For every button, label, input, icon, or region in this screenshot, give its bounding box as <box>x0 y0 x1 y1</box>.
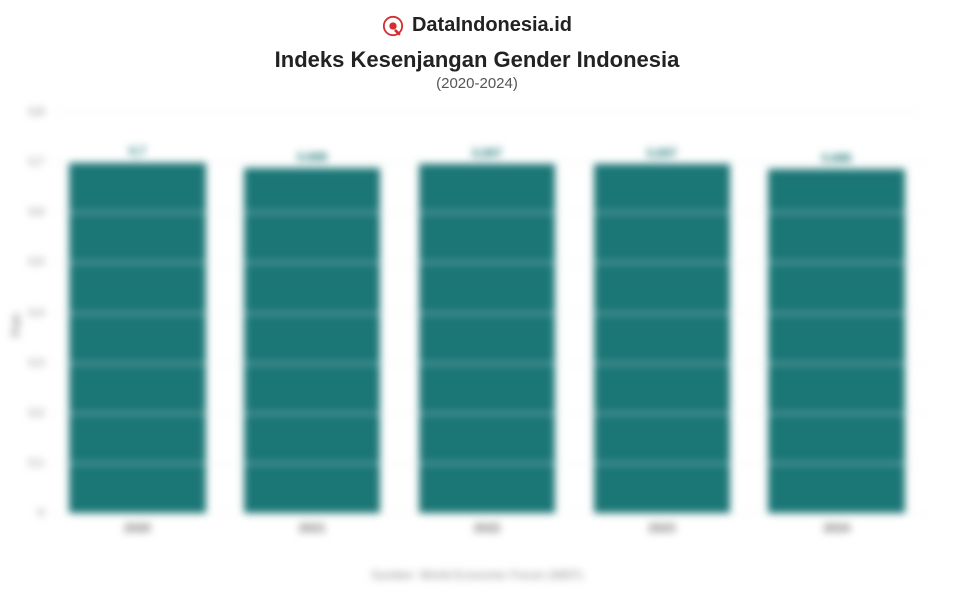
y-tick-label: 0,1 <box>16 457 44 469</box>
gridline <box>50 313 924 314</box>
chart-source: Sumber: World Economic Forum (WEF) <box>0 568 954 582</box>
bar-slot: 0,72020 <box>50 112 225 513</box>
gridline <box>50 463 924 464</box>
bar-rect <box>244 168 380 513</box>
y-tick-label: 0,8 <box>16 106 44 118</box>
bar-slot: 0,6882021 <box>225 112 400 513</box>
gridline <box>50 262 924 263</box>
chart-bars: 0,720200,68820210,69720220,69720230,6862… <box>50 112 924 513</box>
y-tick-label: 0,3 <box>16 357 44 369</box>
bar-value-label: 0,697 <box>472 146 502 160</box>
bar-value-label: 0,686 <box>822 151 852 165</box>
gridline <box>50 363 924 364</box>
gridline <box>50 413 924 414</box>
gridline <box>50 513 924 514</box>
gridline <box>50 212 924 213</box>
bar-slot: 0,6972022 <box>400 112 575 513</box>
bar-value-label: 0,7 <box>129 144 146 158</box>
bar-rect <box>419 164 555 513</box>
y-tick-label: 0,7 <box>16 156 44 168</box>
gridline <box>50 112 924 113</box>
y-axis-label: Poin <box>9 313 23 337</box>
bar-rect <box>69 162 205 513</box>
y-tick-label: 0,4 <box>16 307 44 319</box>
x-category-label: 2020 <box>124 521 151 535</box>
brand-logo-icon <box>382 15 404 37</box>
x-category-label: 2024 <box>823 521 850 535</box>
x-category-label: 2022 <box>474 521 501 535</box>
gridline <box>50 162 924 163</box>
bar-rect <box>594 164 730 513</box>
chart-subtitle: (2020-2024) <box>0 75 954 92</box>
x-category-label: 2021 <box>299 521 326 535</box>
bar-value-label: 0,688 <box>297 150 327 164</box>
bar-rect <box>768 169 904 513</box>
brand-name: DataIndonesia.id <box>412 14 572 37</box>
chart-title: Indeks Kesenjangan Gender Indonesia <box>0 47 954 73</box>
bar-slot: 0,6862024 <box>749 112 924 513</box>
chart-plot: 0,720200,68820210,69720220,69720230,6862… <box>50 112 924 514</box>
x-category-label: 2023 <box>648 521 675 535</box>
brand-row: DataIndonesia.id <box>0 14 954 37</box>
y-tick-label: 0,2 <box>16 407 44 419</box>
bar-value-label: 0,697 <box>647 146 677 160</box>
chart-header: DataIndonesia.id Indeks Kesenjangan Gend… <box>0 0 954 92</box>
chart-area: Poin 0,720200,68820210,69720220,69720230… <box>50 112 924 538</box>
y-tick-label: 0,5 <box>16 256 44 268</box>
bar-slot: 0,6972023 <box>574 112 749 513</box>
y-tick-label: 0,6 <box>16 206 44 218</box>
y-tick-label: 0 <box>16 507 44 519</box>
